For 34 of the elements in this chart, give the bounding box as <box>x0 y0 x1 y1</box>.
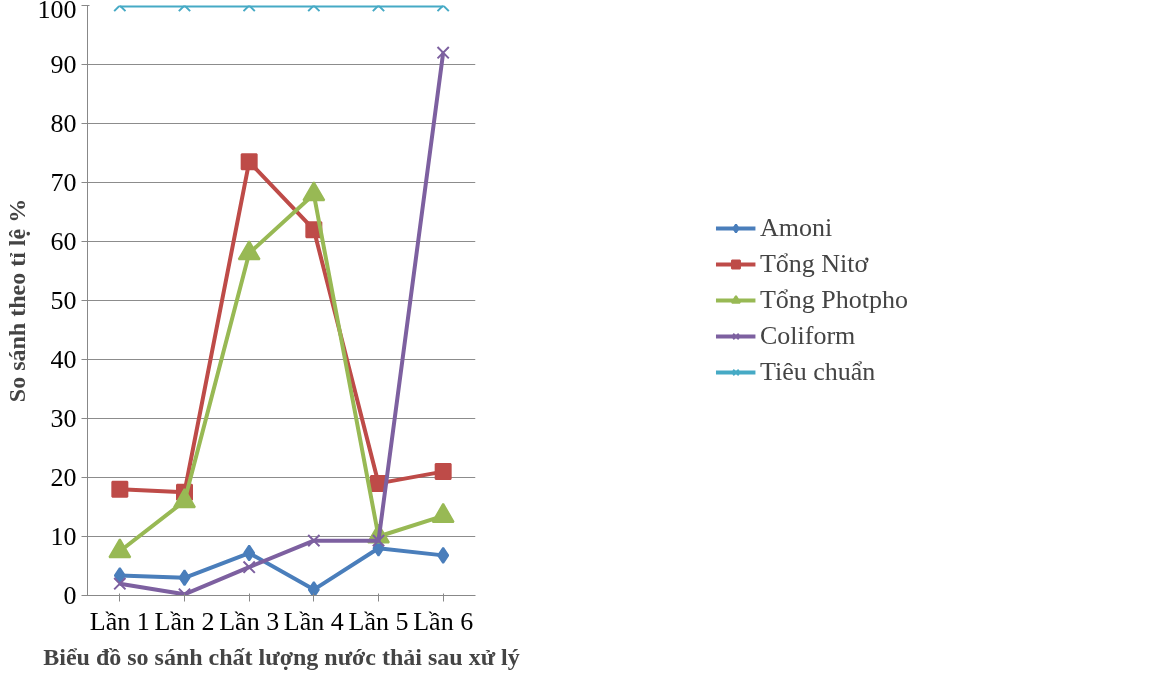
y-axis-title: So sánh theo tỉ lệ % <box>3 198 30 403</box>
legend-label: Tổng Photpho <box>759 285 909 315</box>
point <box>111 480 129 498</box>
y-tick-label: 90 <box>50 50 77 79</box>
y-tick-label: 30 <box>50 404 77 433</box>
x-tick-label: Lần 5 <box>348 606 409 636</box>
y-tick-label: 70 <box>50 168 77 197</box>
x-tick-label: Lần 1 <box>89 606 150 636</box>
y-tick-label: 80 <box>50 109 77 138</box>
y-tick-label: 50 <box>50 286 77 315</box>
y-tick-label: 0 <box>63 581 77 610</box>
y-tick-label: 100 <box>37 0 77 24</box>
x-tick-label: Lần 2 <box>154 606 215 636</box>
legend-label: Tiêu chuẩn <box>759 357 876 387</box>
x-axis-title: Biểu đồ so sánh chất lượng nước thải sau xử lý <box>43 643 520 670</box>
y-tick-label: 40 <box>50 345 77 374</box>
point <box>434 463 452 481</box>
legend-label: Amoni <box>759 213 833 243</box>
legend-label: Coliform <box>759 321 856 351</box>
point <box>243 544 256 562</box>
x-tick-label: Lần 3 <box>219 606 280 636</box>
point <box>113 566 126 584</box>
y-tick-label: 60 <box>50 227 77 256</box>
point <box>113 577 127 591</box>
legend-label: Tổng Nitơ <box>759 249 869 279</box>
x-tick-label: Lần 6 <box>413 606 474 636</box>
point <box>178 569 191 587</box>
point <box>437 546 450 564</box>
x-tick-label: Lần 4 <box>283 606 344 636</box>
y-tick-label: 20 <box>50 463 77 492</box>
point <box>307 581 320 596</box>
point <box>242 560 256 574</box>
y-tick-label: 10 <box>50 522 77 551</box>
point <box>307 533 321 548</box>
